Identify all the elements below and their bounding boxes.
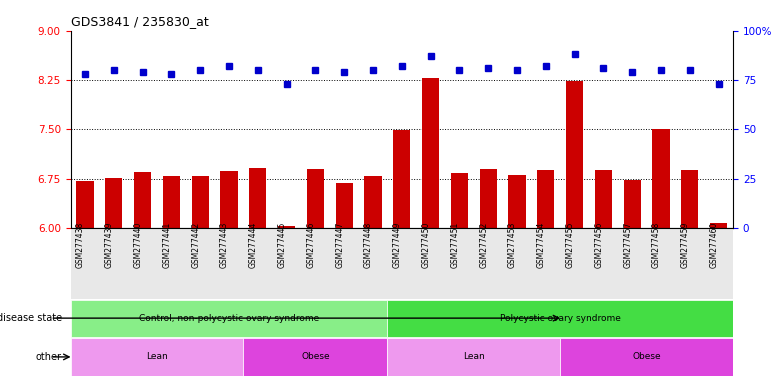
Bar (387, 300, 733, 337)
Text: Lean: Lean (146, 353, 168, 361)
Bar (508, 175, 525, 228)
Bar (561, 338, 733, 376)
Bar (134, 172, 151, 228)
Bar (249, 168, 267, 228)
Text: GDS3841 / 235830_at: GDS3841 / 235830_at (71, 15, 209, 28)
Text: Obese: Obese (301, 353, 330, 361)
Bar (566, 81, 583, 228)
Bar (422, 78, 439, 228)
Text: Obese: Obese (633, 353, 661, 361)
Bar (451, 173, 468, 228)
Bar (652, 129, 670, 228)
Bar (681, 170, 699, 228)
Bar (71, 300, 387, 337)
Text: Polycystic ovary syndrome: Polycystic ovary syndrome (499, 314, 621, 323)
Bar (278, 226, 296, 228)
Text: Control, non-polycystic ovary syndrome: Control, non-polycystic ovary syndrome (139, 314, 319, 323)
Bar (480, 169, 497, 228)
Bar (191, 175, 209, 228)
Bar (105, 178, 122, 228)
Bar (365, 175, 382, 228)
Text: other: other (36, 352, 62, 362)
Bar (710, 223, 728, 228)
Bar (307, 169, 324, 228)
Bar (623, 180, 641, 228)
Bar (71, 338, 243, 376)
Bar (163, 175, 180, 228)
Text: Lean: Lean (463, 353, 485, 361)
Bar (537, 170, 554, 228)
Text: disease state: disease state (0, 313, 62, 323)
Bar (393, 130, 411, 228)
Bar (220, 171, 238, 228)
Bar (76, 181, 93, 228)
Bar (243, 338, 387, 376)
Bar (595, 170, 612, 228)
Bar (336, 184, 353, 228)
Bar (387, 338, 561, 376)
